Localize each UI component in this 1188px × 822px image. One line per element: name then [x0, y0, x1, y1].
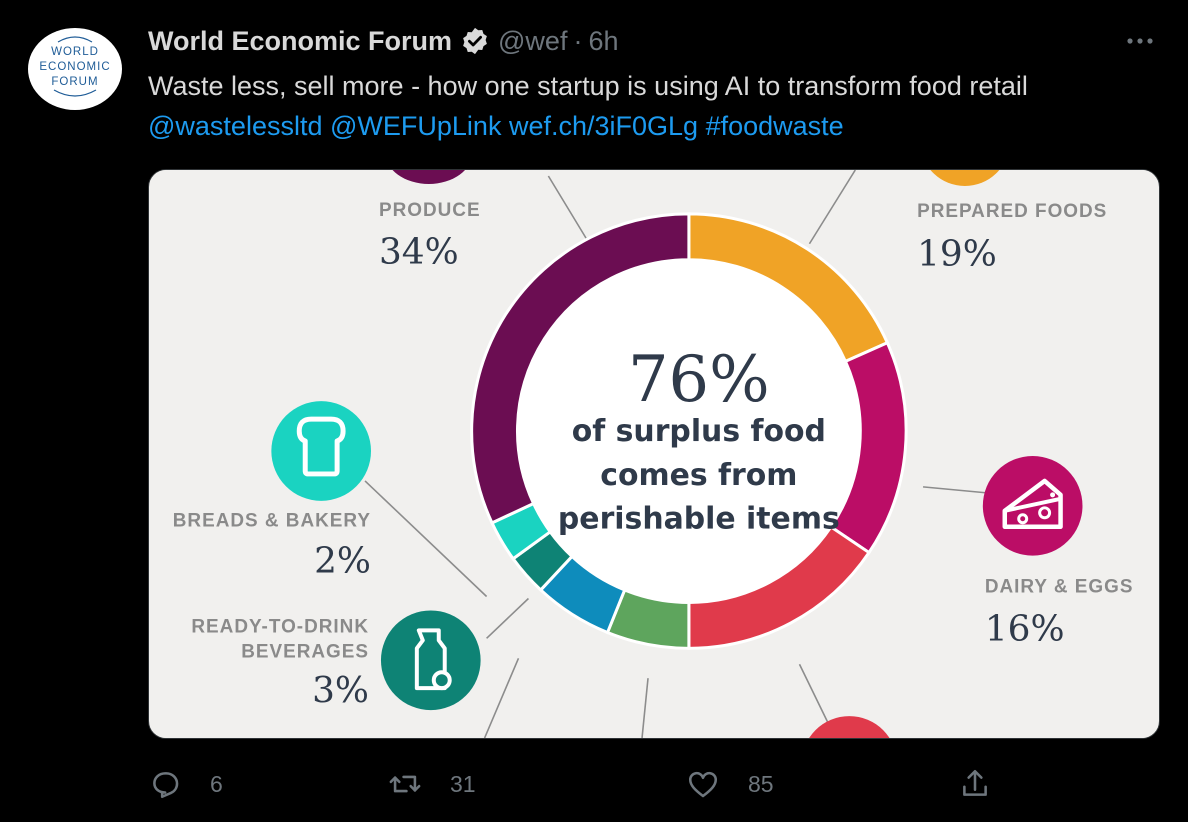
- retweet-icon: [389, 775, 421, 793]
- tweet-text: Waste less, sell more - how one startup …: [148, 66, 1178, 146]
- center-text-line: of surplus food: [572, 414, 826, 449]
- segment-label-beverages-line2: BEVERAGES: [241, 641, 369, 662]
- avatar-word-1: WORLD: [51, 46, 99, 58]
- verified-badge-icon: [460, 26, 490, 56]
- center-value: 76%: [628, 343, 770, 417]
- infographic: 76% of surplus food comes from perishabl…: [149, 170, 1159, 738]
- mention-link[interactable]: @wastelessltd: [148, 111, 323, 141]
- segment-label-prepared-foods: PREPARED FOODS: [917, 201, 1107, 222]
- url-link[interactable]: wef.ch/3iF0GLg: [508, 111, 699, 141]
- like-icon: [688, 771, 718, 798]
- cheese-icon: [982, 455, 1083, 556]
- donut-center: [517, 259, 861, 603]
- tweet-actions: 6 31 85: [148, 760, 1160, 810]
- wef-logo-icon: WORLD ECONOMIC FORUM: [39, 36, 110, 97]
- retweet-button[interactable]: 31: [388, 760, 476, 808]
- tweet-media[interactable]: 76% of surplus food comes from perishabl…: [148, 169, 1160, 739]
- more-icon[interactable]: [1122, 28, 1158, 54]
- segment-label-beverages-line1: READY-TO-DRINK: [191, 616, 369, 637]
- share-button[interactable]: [958, 760, 992, 808]
- bread-icon: [271, 401, 371, 501]
- author-handle[interactable]: @wef: [498, 25, 568, 56]
- reply-button[interactable]: 6: [148, 760, 223, 808]
- segment-value-beverages: 3%: [312, 670, 369, 711]
- tweet-links: @wastelessltd @WEFUpLink wef.ch/3iF0GLg …: [148, 106, 1178, 146]
- center-text-line: perishable items: [558, 502, 840, 537]
- center-text-line: comes from: [600, 458, 797, 493]
- like-button[interactable]: 85: [686, 760, 774, 808]
- segment-value-dairy-eggs: 16%: [985, 608, 1065, 649]
- tweet-timestamp[interactable]: 6h: [588, 25, 619, 56]
- hashtag-link[interactable]: #foodwaste: [705, 111, 844, 141]
- segment-label-dairy-eggs: DAIRY & EGGS: [985, 577, 1134, 598]
- donut-chart: [470, 212, 908, 650]
- share-icon: [963, 769, 987, 796]
- tweet-text-line: Waste less, sell more - how one startup …: [148, 71, 1028, 101]
- segment-label-breads-bakery: BREADS & BAKERY: [173, 511, 371, 532]
- segment-value-breads-bakery: 2%: [314, 541, 371, 582]
- reply-icon: [153, 772, 179, 799]
- avatar[interactable]: WORLD ECONOMIC FORUM: [28, 28, 122, 110]
- author-name[interactable]: World Economic Forum: [148, 25, 453, 56]
- mention-link[interactable]: @WEFUpLink: [330, 111, 502, 141]
- like-count: 85: [748, 770, 774, 797]
- segment-value-prepared-foods: 19%: [917, 234, 997, 275]
- separator-dot: ·: [573, 25, 583, 56]
- bottle-icon: [380, 610, 481, 711]
- retweet-count: 31: [450, 770, 476, 797]
- reply-count: 6: [210, 770, 223, 797]
- segment-label-produce: PRODUCE: [379, 200, 481, 221]
- segment-value-produce: 34%: [379, 232, 459, 273]
- avatar-word-2: ECONOMIC: [39, 61, 110, 73]
- avatar-word-3: FORUM: [51, 76, 98, 88]
- tweet-header: World Economic Forum @wef · 6h: [148, 24, 619, 58]
